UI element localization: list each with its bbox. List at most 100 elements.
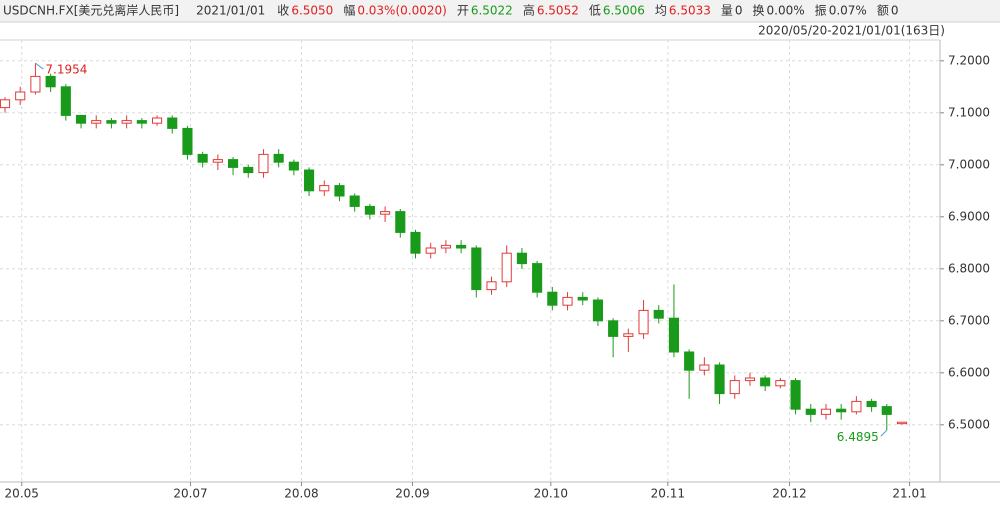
candle-body [790,380,801,410]
y-tick-label: 7.1000 [948,105,990,119]
x-tick-label: 21.01 [892,487,926,501]
candle-body [319,185,330,192]
candle-body [486,281,497,291]
candle-body [151,117,163,124]
candle-body [623,333,634,337]
candle-body [410,231,421,254]
header-label: 收 [277,4,289,18]
header-label: 幅 [343,3,355,18]
candle-body [456,244,467,249]
x-tick-label: 20.12 [772,487,806,501]
candle-body [136,120,147,124]
candle-body [729,380,740,395]
y-tick-label: 6.5000 [948,417,990,431]
candle-body [851,400,862,413]
header-label: 额 [877,4,889,18]
candle-body [501,252,512,283]
candle-body [0,99,11,109]
candle-body [349,195,360,207]
header-value: 6.5022 [471,4,513,18]
candle-body [714,364,725,395]
candle-body [775,380,786,387]
candle-body [744,377,756,382]
candle-body [258,153,269,174]
candle-body [653,309,664,319]
candle-body [866,400,877,408]
x-tick-label: 20.11 [651,487,685,501]
header-value: 0 [735,4,743,18]
y-tick-label: 7.0000 [948,157,990,171]
candle-body [334,185,345,197]
candle-body [288,161,299,171]
candle-body [592,299,603,322]
candle-body [121,120,132,124]
candle-body [197,153,208,163]
candle-body [471,247,482,291]
candle-body [562,296,573,306]
candle-body [380,211,391,215]
candle-body [167,117,178,129]
candle-body [30,75,41,93]
candle-body [577,296,588,301]
candle-body [15,91,26,101]
candle-body [668,317,680,353]
header-value: 6.5050 [291,4,333,18]
min-pointer [880,429,888,437]
header-value: 0.03%(0.0020) [357,4,446,18]
header-label: 低 [589,4,601,18]
header-label: 振 [815,4,827,18]
candle-body [243,166,254,174]
candle-body [425,247,436,254]
header-bar [0,0,1000,22]
candle-body [273,153,284,163]
candle-body [440,244,451,249]
header-value: 6.5006 [603,4,645,18]
candle-body [684,351,695,371]
candle-body [395,211,406,233]
candle-body [91,120,102,124]
candle-body [760,377,771,387]
range-label: 2020/05/20-2021/01/01(163日) [758,24,945,38]
candle-body [304,169,315,192]
candle-body [60,86,71,116]
candle-body [364,205,375,215]
candle-body [805,408,816,415]
header-label: 换 [753,4,765,18]
header-label: 高 [523,3,535,18]
symbol: USDCNH.FX[美元兑离岸人民币] [3,3,179,18]
header-value: 0 [891,4,899,18]
header-value: 0.00% [767,4,805,18]
header-value: 6.5052 [537,4,579,18]
candle-body [638,309,649,335]
max-label: 7.1954 [45,63,87,77]
candle-body [699,364,710,371]
x-tick-label: 20.09 [395,487,429,501]
header-label: 开 [457,4,469,18]
y-tick-label: 7.2000 [948,53,990,67]
candle-body [820,408,832,415]
header-value: 6.5033 [669,4,711,18]
candle-body [836,408,847,413]
y-tick-label: 6.8000 [948,261,990,275]
candle-body [532,263,543,293]
candle-body [881,406,892,415]
x-tick-label: 20.07 [173,487,207,501]
x-tick-label: 20.10 [534,487,568,501]
header-date: 2021/01/01 [196,4,265,18]
candle-body [212,159,223,163]
y-tick-label: 6.9000 [948,209,990,223]
candle-body [75,114,87,124]
y-tick-label: 6.7000 [948,313,990,327]
max-pointer [35,62,44,70]
candle-body [106,120,117,124]
candle-body [516,252,527,265]
candle-body [896,421,908,425]
candle-body [547,291,558,306]
candle-body [45,75,56,88]
x-tick-label: 20.05 [5,487,39,501]
x-tick-label: 20.08 [284,487,318,501]
header-value: 0.07% [829,4,867,18]
candle-body [182,127,193,155]
candle-body [608,320,619,337]
